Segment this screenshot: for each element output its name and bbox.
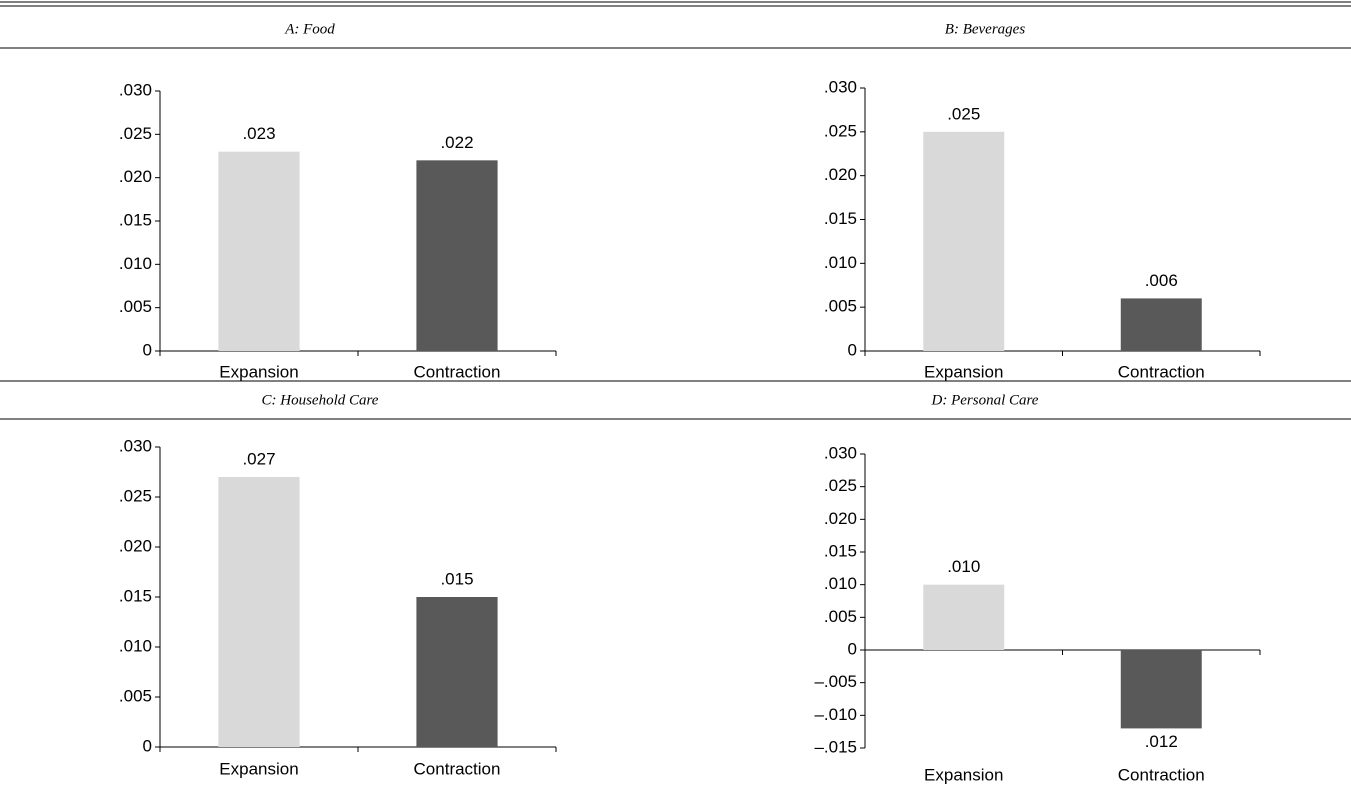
- y-tick-label: .010: [119, 636, 152, 655]
- y-tick-label: .025: [119, 124, 152, 143]
- y-tick-label: .020: [824, 509, 857, 528]
- value-label: .025: [947, 104, 980, 123]
- x-tick-label: Expansion: [924, 362, 1003, 381]
- y-tick-label: .015: [824, 209, 857, 228]
- bar: [923, 131, 1005, 351]
- value-label: .015: [440, 569, 473, 588]
- y-tick-label: .010: [119, 254, 152, 273]
- y-tick-label: .020: [824, 165, 857, 184]
- value-label: .022: [440, 133, 473, 152]
- x-tick-label: Contraction: [414, 759, 501, 778]
- y-tick-label: .020: [119, 167, 152, 186]
- bar: [1120, 298, 1202, 351]
- x-tick-label: Expansion: [219, 362, 298, 381]
- chart-title: B: Beverages: [945, 21, 1026, 37]
- y-tick-label: 0: [143, 736, 152, 755]
- x-tick-label: Contraction: [414, 362, 501, 381]
- y-tick-label: .030: [119, 80, 152, 99]
- y-tick-label: .015: [119, 586, 152, 605]
- y-tick-label: –.015: [814, 737, 857, 756]
- y-tick-label: .005: [119, 686, 152, 705]
- bar: [416, 597, 498, 747]
- y-tick-label: .010: [824, 574, 857, 593]
- y-tick-label: .015: [824, 541, 857, 560]
- y-tick-label: .030: [824, 443, 857, 462]
- y-tick-label: .010: [824, 253, 857, 272]
- y-tick-label: .025: [824, 476, 857, 495]
- value-label: .006: [1145, 271, 1178, 290]
- y-tick-label: .025: [119, 486, 152, 505]
- y-tick-label: 0: [143, 340, 152, 359]
- bar: [218, 151, 300, 351]
- y-tick-label: .030: [119, 436, 152, 455]
- chart-title: C: Household Care: [262, 392, 379, 408]
- value-label: .027: [242, 449, 275, 468]
- bar: [923, 584, 1005, 650]
- bar: [218, 477, 300, 747]
- y-tick-label: .025: [824, 121, 857, 140]
- value-label: .012: [1145, 732, 1178, 751]
- chart-title: A: Food: [284, 21, 335, 37]
- y-tick-label: .030: [824, 77, 857, 96]
- y-tick-label: 0: [848, 639, 857, 658]
- x-tick-label: Contraction: [1118, 765, 1205, 784]
- value-label: .023: [242, 124, 275, 143]
- y-tick-label: –.010: [814, 705, 857, 724]
- y-tick-label: .005: [119, 297, 152, 316]
- y-tick-label: .005: [824, 297, 857, 316]
- bar: [1120, 650, 1202, 729]
- bar: [416, 160, 498, 351]
- x-tick-label: Expansion: [219, 759, 298, 778]
- y-tick-label: 0: [848, 340, 857, 359]
- y-tick-label: .015: [119, 210, 152, 229]
- value-label: .010: [947, 557, 980, 576]
- y-tick-label: .020: [119, 536, 152, 555]
- x-tick-label: Contraction: [1118, 362, 1205, 381]
- chart-title: D: Personal Care: [931, 392, 1039, 408]
- y-tick-label: .005: [824, 607, 857, 626]
- y-tick-label: –.005: [814, 672, 857, 691]
- x-tick-label: Expansion: [924, 765, 1003, 784]
